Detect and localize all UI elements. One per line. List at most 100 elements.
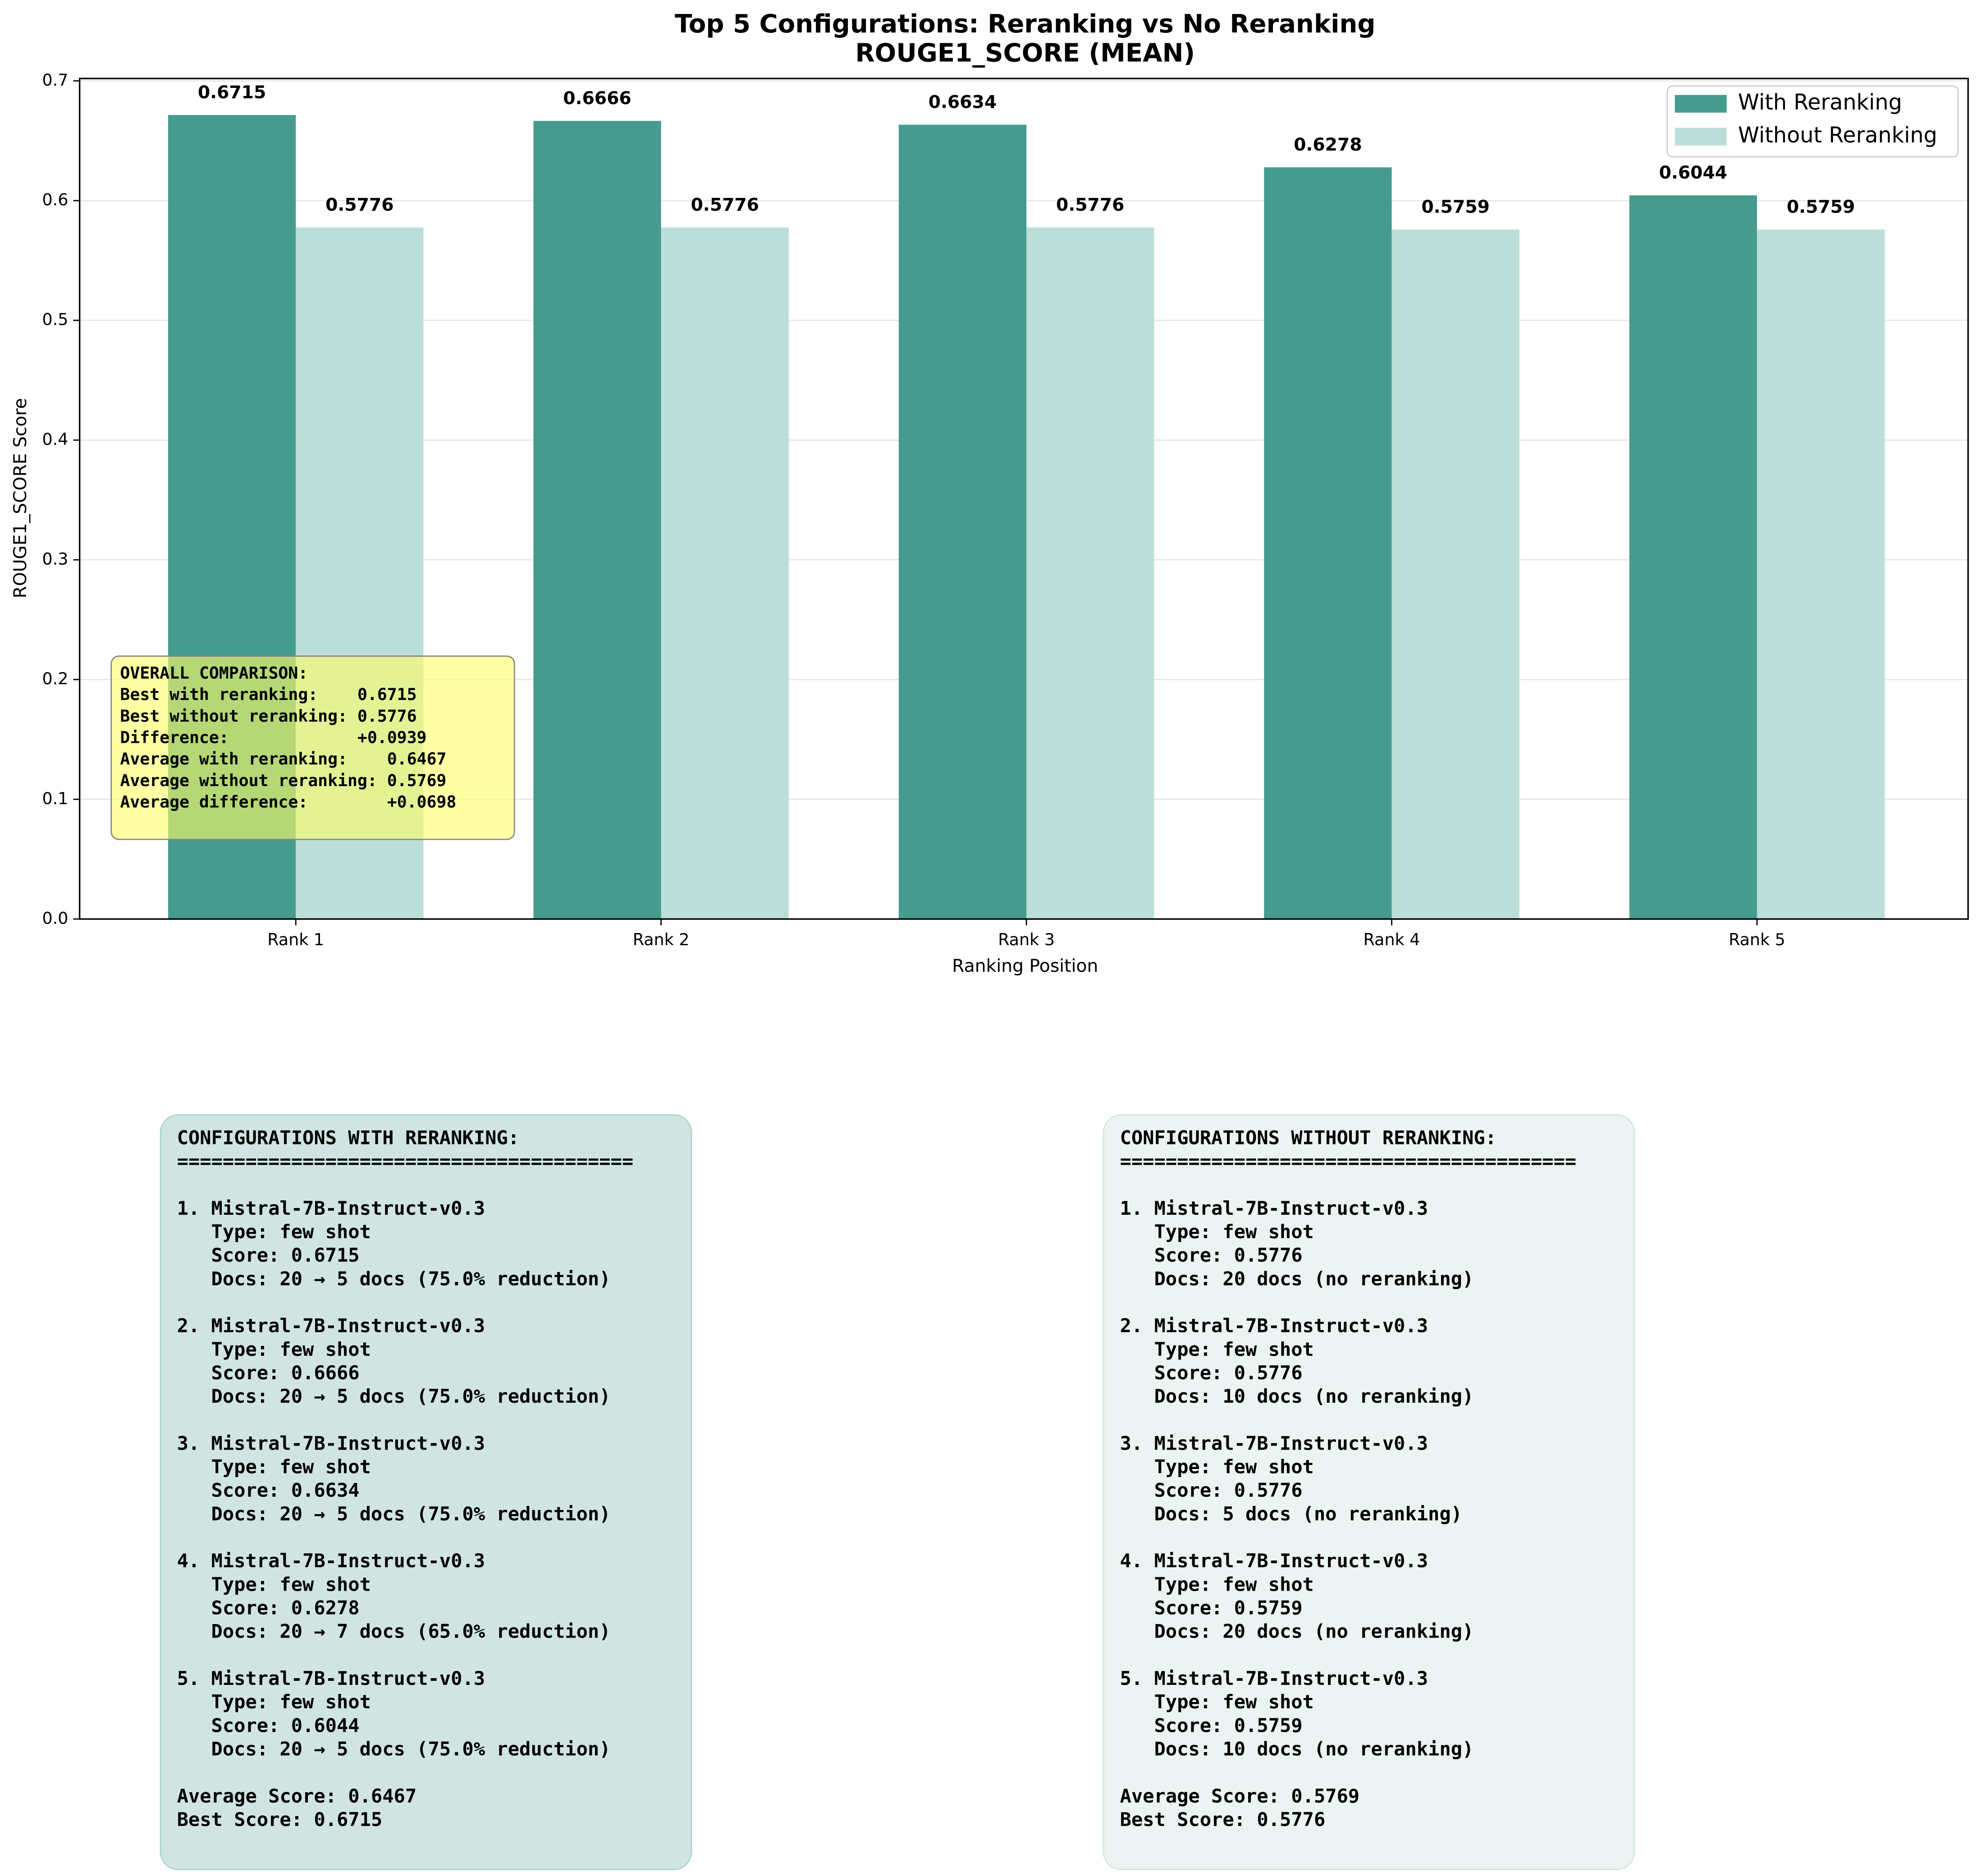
config-line: Docs: 20 docs (no reranking) xyxy=(1120,1267,1474,1290)
config-line: Docs: 20 → 5 docs (75.0% reduction) xyxy=(177,1503,611,1525)
config-line: Type: few shot xyxy=(177,1691,371,1713)
config-line: 3. Mistral-7B-Instruct-v0.3 xyxy=(177,1432,485,1454)
bar xyxy=(1757,229,1885,919)
config-line: 2. Mistral-7B-Instruct-v0.3 xyxy=(1120,1315,1428,1337)
y-tick-label: 0.6 xyxy=(42,190,68,210)
config-line: 4. Mistral-7B-Instruct-v0.3 xyxy=(1120,1550,1428,1572)
config-line: Type: few shot xyxy=(1120,1221,1314,1243)
annotation-line: Best without reranking: 0.5776 xyxy=(120,706,417,726)
config-line: Score: 0.6634 xyxy=(177,1479,360,1501)
value-label: 0.6715 xyxy=(198,82,266,103)
y-tick-label: 0.1 xyxy=(42,789,68,808)
panel-separator: ======================================== xyxy=(177,1150,634,1172)
x-tick-label: Rank 5 xyxy=(1729,930,1785,949)
config-line: 5. Mistral-7B-Instruct-v0.3 xyxy=(1120,1667,1428,1689)
config-line: Docs: 20 → 5 docs (75.0% reduction) xyxy=(177,1738,611,1760)
config-line: 2. Mistral-7B-Instruct-v0.3 xyxy=(177,1315,485,1337)
y-tick-label: 0.5 xyxy=(42,310,68,329)
chart-subtitle: ROUGE1_SCORE (MEAN) xyxy=(855,38,1195,68)
annotation-line: Difference: +0.0939 xyxy=(120,728,426,747)
y-tick-label: 0.4 xyxy=(42,430,68,449)
annotation-box xyxy=(110,655,515,840)
config-line: 1. Mistral-7B-Instruct-v0.3 xyxy=(177,1197,485,1219)
value-label: 0.6044 xyxy=(1659,163,1727,183)
config-line: Docs: 5 docs (no reranking) xyxy=(1120,1503,1462,1525)
plot-frame xyxy=(78,78,1969,920)
x-tick-label: Rank 2 xyxy=(633,930,690,949)
value-label: 0.6278 xyxy=(1294,135,1362,155)
config-line: Score: 0.6044 xyxy=(177,1714,360,1736)
value-label: 0.5776 xyxy=(691,195,759,215)
annotation-line: Average without reranking: 0.5769 xyxy=(120,771,446,790)
x-tick-label: Rank 3 xyxy=(998,930,1055,949)
panel-footer: Best Score: 0.6715 xyxy=(177,1808,383,1830)
legend-box xyxy=(1666,85,1959,158)
annotation-line: Average difference: +0.0698 xyxy=(120,792,456,811)
bar xyxy=(1392,229,1520,919)
bar xyxy=(661,227,789,919)
x-tick-label: Rank 4 xyxy=(1364,930,1420,949)
config-line: 5. Mistral-7B-Instruct-v0.3 xyxy=(177,1667,485,1689)
config-line: 1. Mistral-7B-Instruct-v0.3 xyxy=(1120,1197,1428,1219)
config-line: Type: few shot xyxy=(1120,1691,1314,1713)
value-label: 0.5776 xyxy=(1056,195,1124,215)
bar xyxy=(1629,195,1757,919)
value-label: 0.5759 xyxy=(1421,197,1489,217)
config-line: Score: 0.5776 xyxy=(1120,1479,1303,1501)
chart-title: Top 5 Configurations: Reranking vs No Re… xyxy=(675,9,1375,39)
config-line: Docs: 20 → 7 docs (65.0% reduction) xyxy=(177,1620,611,1643)
panel-footer: Average Score: 0.6467 xyxy=(177,1785,417,1807)
config-line: 3. Mistral-7B-Instruct-v0.3 xyxy=(1120,1432,1428,1454)
config-line: 4. Mistral-7B-Instruct-v0.3 xyxy=(177,1550,485,1572)
panel-title: CONFIGURATIONS WITHOUT RERANKING: xyxy=(1120,1126,1497,1148)
panel-footer: Best Score: 0.5776 xyxy=(1120,1808,1326,1830)
config-panel xyxy=(160,1114,692,1871)
config-line: Type: few shot xyxy=(1120,1338,1314,1360)
x-axis-label: Ranking Position xyxy=(952,956,1098,976)
config-line: Docs: 10 docs (no reranking) xyxy=(1120,1385,1474,1407)
config-line: Type: few shot xyxy=(1120,1456,1314,1478)
config-line: Type: few shot xyxy=(177,1338,371,1360)
config-panel xyxy=(1103,1114,1635,1871)
y-tick-label: 0.7 xyxy=(42,70,68,90)
bar xyxy=(1264,167,1392,919)
config-line: Score: 0.5759 xyxy=(1120,1597,1303,1619)
config-line: Score: 0.5759 xyxy=(1120,1714,1303,1736)
panel-separator: ======================================== xyxy=(1120,1150,1577,1172)
annotation-line: OVERALL COMPARISON: xyxy=(120,663,308,682)
y-tick-label: 0.2 xyxy=(42,669,68,688)
config-line: Score: 0.6278 xyxy=(177,1597,360,1619)
config-line: Docs: 20 → 5 docs (75.0% reduction) xyxy=(177,1385,611,1407)
config-line: Score: 0.6666 xyxy=(177,1362,360,1384)
y-tick-label: 0.3 xyxy=(42,549,68,569)
x-tick-label: Rank 1 xyxy=(267,930,324,949)
bar xyxy=(898,124,1027,919)
annotation-line: Average with reranking: 0.6467 xyxy=(120,749,446,769)
panel-title: CONFIGURATIONS WITH RERANKING: xyxy=(177,1126,519,1148)
legend-swatch xyxy=(1675,95,1727,113)
value-label: 0.5759 xyxy=(1787,197,1855,217)
config-line: Type: few shot xyxy=(177,1456,371,1478)
panel-footer: Average Score: 0.5769 xyxy=(1120,1785,1360,1807)
bar xyxy=(1026,227,1154,919)
annotation-line: Best with reranking: 0.6715 xyxy=(120,685,417,704)
config-line: Docs: 20 → 5 docs (75.0% reduction) xyxy=(177,1267,611,1290)
config-line: Docs: 20 docs (no reranking) xyxy=(1120,1620,1474,1643)
value-label: 0.6666 xyxy=(563,88,631,109)
config-line: Docs: 10 docs (no reranking) xyxy=(1120,1738,1474,1760)
bar xyxy=(533,121,661,919)
config-line: Score: 0.6715 xyxy=(177,1244,360,1266)
y-axis-label: ROUGE1_SCORE Score xyxy=(10,398,31,598)
config-line: Score: 0.5776 xyxy=(1120,1244,1303,1266)
config-line: Type: few shot xyxy=(1120,1573,1314,1595)
config-line: Type: few shot xyxy=(177,1221,371,1243)
legend-label: Without Reranking xyxy=(1738,123,1937,148)
value-label: 0.5776 xyxy=(325,195,394,215)
y-tick-label: 0.0 xyxy=(42,908,68,928)
value-label: 0.6634 xyxy=(929,92,997,113)
config-line: Score: 0.5776 xyxy=(1120,1362,1303,1384)
legend-swatch xyxy=(1675,128,1727,146)
config-line: Type: few shot xyxy=(177,1573,371,1595)
legend-label: With Reranking xyxy=(1738,90,1902,115)
